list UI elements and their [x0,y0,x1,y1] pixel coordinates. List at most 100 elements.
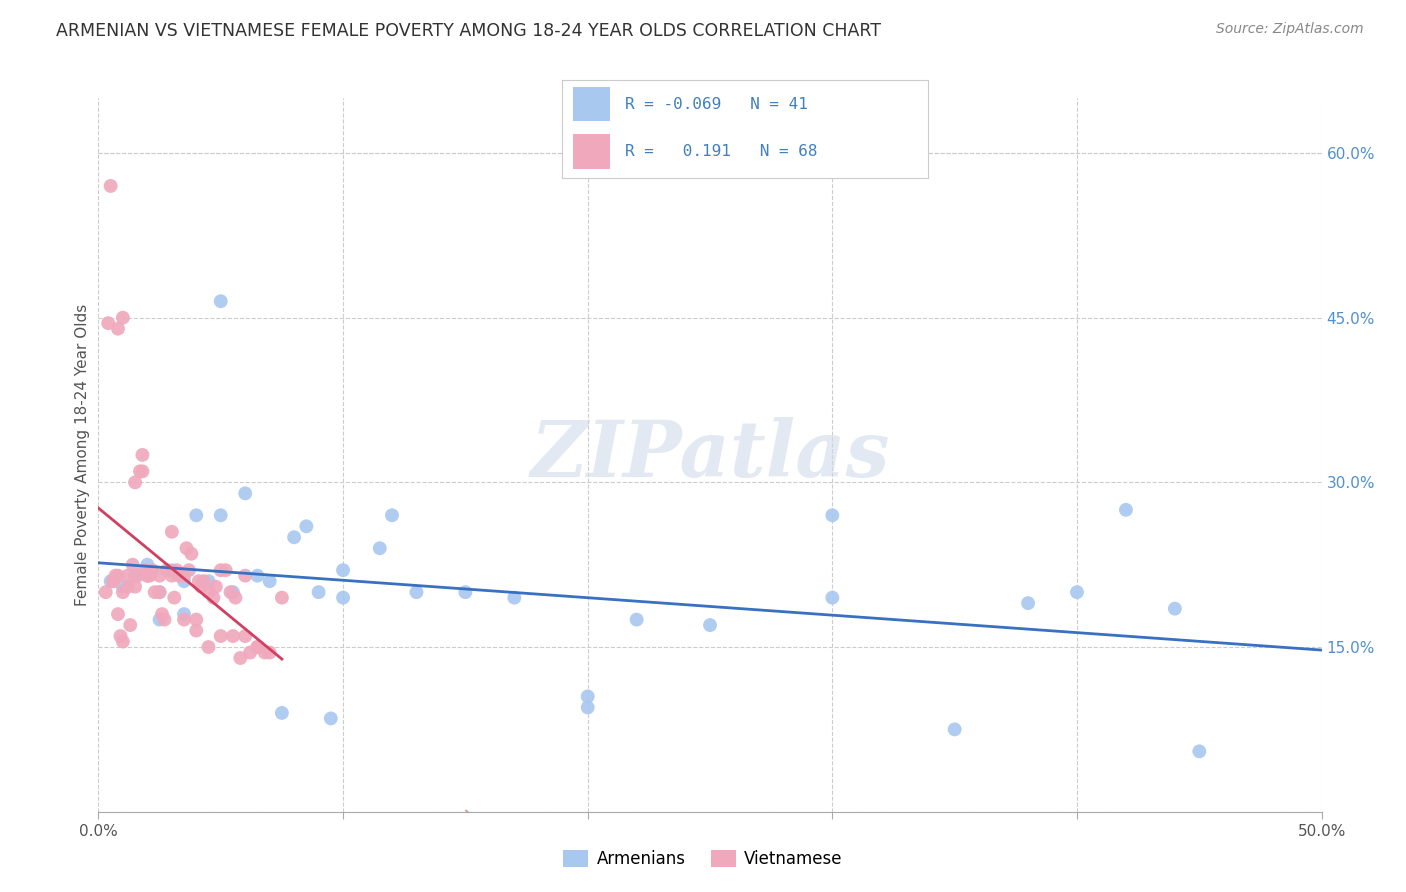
Point [124,580,146,594]
Point [186,508,208,523]
Point [224,591,246,605]
Point [233,568,256,582]
Point [332,563,354,577]
Point [209,508,232,523]
Point [120,618,142,632]
Point [167,568,190,582]
Text: ZIPatlas: ZIPatlas [530,417,890,493]
Point [97,316,120,330]
Point [576,690,599,704]
Point [197,640,219,654]
Point [222,585,245,599]
Point [209,563,232,577]
Point [1188,744,1211,758]
Point [160,563,183,577]
Point [319,711,342,725]
Point [143,585,166,599]
Point [259,574,281,589]
Point [193,574,215,589]
Point [136,568,159,582]
Point [295,519,318,533]
Point [454,585,477,599]
Text: ARMENIAN VS VIETNAMESE FEMALE POVERTY AMONG 18-24 YEAR OLDS CORRELATION CHART: ARMENIAN VS VIETNAMESE FEMALE POVERTY AM… [56,22,882,40]
Point [150,607,173,621]
Y-axis label: Female Poverty Among 18-24 Year Olds: Female Poverty Among 18-24 Year Olds [75,304,90,606]
Text: R =   0.191   N = 68: R = 0.191 N = 68 [624,144,817,159]
Point [259,646,281,660]
Point [160,568,183,582]
Point [156,563,179,577]
Point [104,568,127,582]
Point [1066,585,1088,599]
Point [117,568,139,582]
Point [101,574,124,589]
Point [202,591,225,605]
Point [127,568,149,582]
Point [160,524,183,539]
Point [1164,601,1187,615]
Point [131,448,153,462]
Point [186,613,208,627]
Text: R = -0.069   N = 41: R = -0.069 N = 41 [624,97,807,112]
Point [173,568,195,582]
Point [332,591,354,605]
Point [100,574,122,589]
Point [205,580,228,594]
Point [626,613,648,627]
Point [190,580,212,594]
Point [283,530,305,544]
Point [177,563,200,577]
Point [149,585,172,599]
Point [141,563,163,577]
Point [246,640,269,654]
Point [124,475,146,490]
Point [821,508,844,523]
Point [1017,596,1039,610]
Point [229,651,252,665]
Point [173,574,195,589]
Point [149,613,172,627]
Point [111,310,134,325]
Point [94,585,117,599]
Point [209,629,232,643]
Point [139,568,162,582]
Point [136,568,159,582]
Bar [574,87,610,121]
Point [233,629,256,643]
Point [209,294,232,309]
Point [110,629,132,643]
Point [270,591,294,605]
Point [166,563,188,577]
Point [121,558,143,572]
Point [576,700,599,714]
Point [943,723,966,737]
Point [107,607,129,621]
Point [503,591,526,605]
Point [131,464,153,478]
Point [246,640,269,654]
Point [197,574,219,589]
Point [134,563,156,577]
Point [153,613,176,627]
Point [111,634,134,648]
Point [173,613,195,627]
Point [107,321,129,335]
Point [1115,503,1137,517]
Point [239,646,262,660]
Point [381,508,404,523]
Point [187,574,209,589]
Point [368,541,391,556]
Point [246,568,269,582]
Point [111,585,134,599]
Point [253,646,276,660]
Point [821,591,844,605]
Point [163,591,186,605]
Point [111,580,134,594]
Text: Source: ZipAtlas.com: Source: ZipAtlas.com [1216,22,1364,37]
Point [124,568,146,582]
Point [136,558,159,572]
Point [129,464,152,478]
Point [214,563,236,577]
Point [149,568,172,582]
Point [699,618,721,632]
